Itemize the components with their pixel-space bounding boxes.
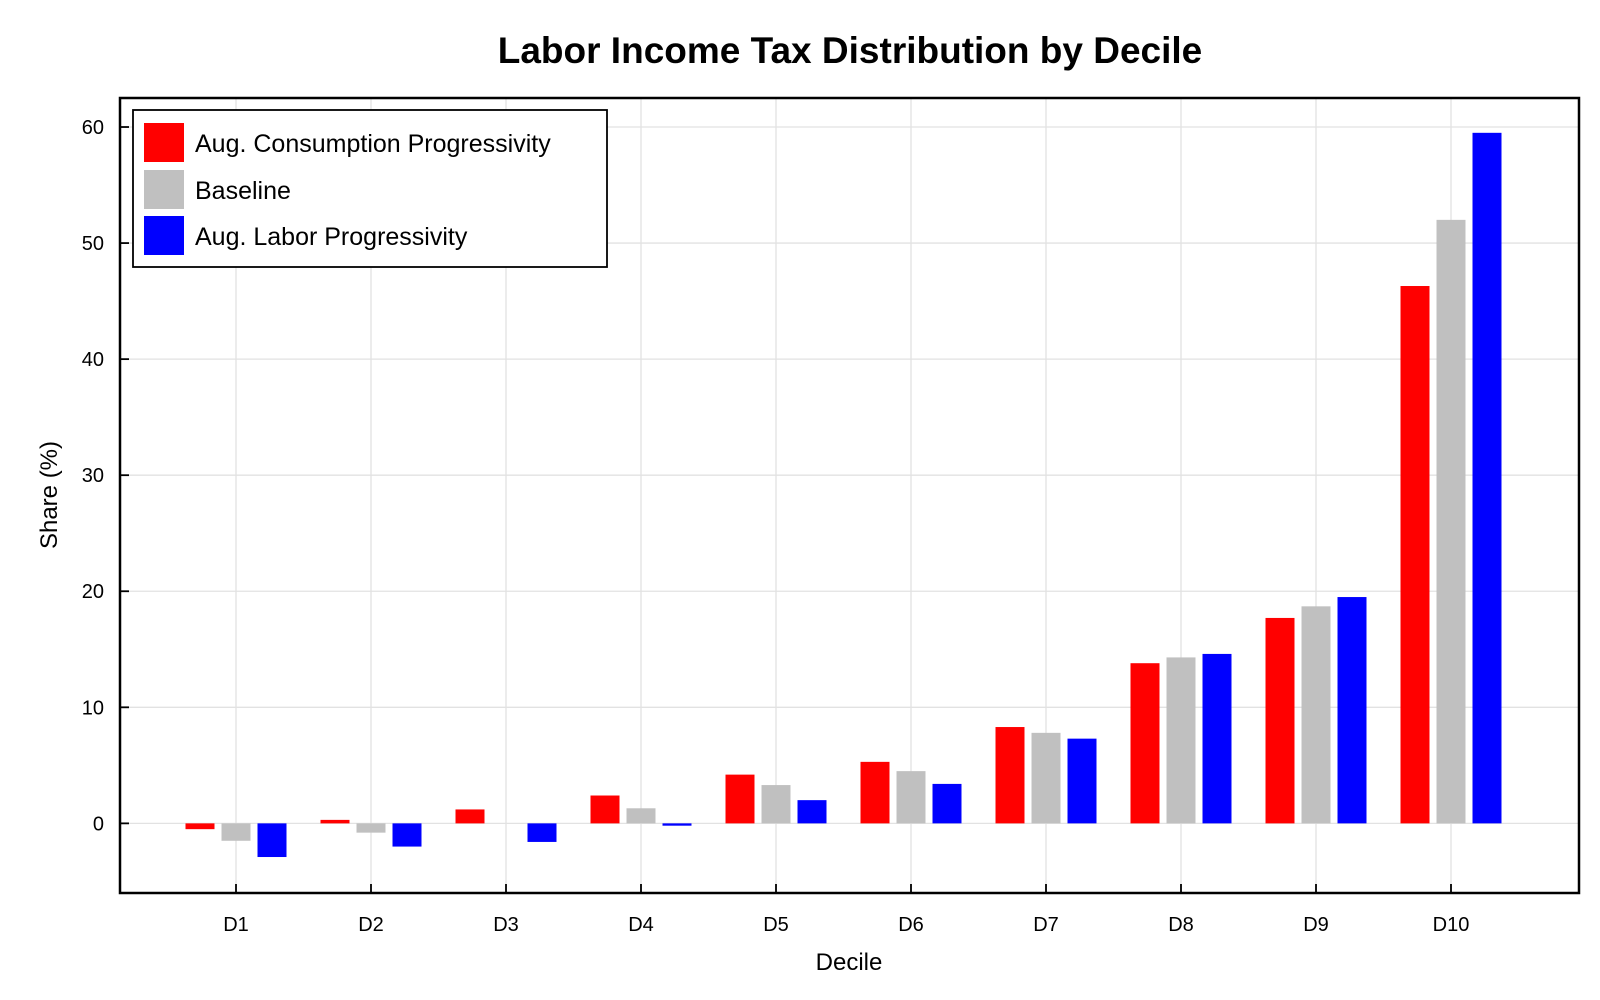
bar-baseline-d9 [1301, 606, 1331, 824]
bar-aug-labor-progressivity-d4 [662, 823, 692, 826]
y-axis-ticks: 0 10 20 30 40 50 60 [82, 117, 129, 835]
legend-swatch-labor [144, 216, 184, 255]
bar-baseline-d1 [221, 823, 251, 841]
bar-aug-labor-progressivity-d1 [257, 823, 287, 858]
x-tick-label: D4 [628, 914, 654, 936]
legend-label-baseline: Baseline [195, 177, 291, 205]
y-tick-label: 0 [93, 813, 104, 835]
x-tick-label: D10 [1433, 914, 1470, 936]
y-tick-label: 10 [82, 697, 104, 719]
y-tick-label: 20 [82, 581, 104, 603]
bar-aug-consumption-progressivity-d2 [320, 819, 350, 824]
x-tick-label: D2 [358, 914, 384, 936]
bar-aug-consumption-progressivity-d8 [1130, 663, 1160, 824]
legend-swatch-baseline [144, 170, 184, 209]
legend-swatch-consumption [144, 123, 184, 162]
x-tick-label: D5 [763, 914, 789, 936]
bar-baseline-d4 [626, 808, 656, 824]
bar-aug-consumption-progressivity-d5 [725, 774, 755, 824]
bar-baseline-d8 [1166, 657, 1196, 824]
legend-label-labor: Aug. Labor Progressivity [195, 223, 468, 251]
x-tick-label: D3 [493, 914, 519, 936]
bar-aug-consumption-progressivity-d10 [1400, 286, 1430, 824]
plot-frame [118, 96, 1581, 895]
legend-label-consumption: Aug. Consumption Progressivity [195, 130, 551, 158]
y-tick-label: 60 [82, 117, 104, 139]
x-axis-label: Decile [816, 949, 883, 976]
bar-baseline-d6 [896, 771, 926, 824]
bar-aug-consumption-progressivity-d7 [995, 727, 1025, 824]
bar-aug-labor-progressivity-d10 [1472, 132, 1502, 824]
bar-baseline-d10 [1436, 219, 1466, 824]
x-tick-label: D6 [898, 914, 924, 936]
bar-aug-consumption-progressivity-d4 [590, 795, 620, 824]
x-tick-label: D9 [1303, 914, 1329, 936]
bar-aug-labor-progressivity-d3 [527, 823, 557, 842]
x-tick-label: D8 [1168, 914, 1194, 936]
bars [185, 132, 1502, 858]
bar-aug-consumption-progressivity-d3 [455, 809, 485, 824]
bar-aug-labor-progressivity-d5 [797, 800, 827, 824]
legend: Aug. Consumption Progressivity Baseline … [132, 109, 608, 268]
bar-aug-consumption-progressivity-d9 [1265, 617, 1295, 824]
x-axis-ticks: D1 D2 D3 D4 D5 D6 D7 D8 D9 D10 [223, 884, 1469, 936]
bar-baseline-d7 [1031, 732, 1061, 824]
y-tick-label: 50 [82, 233, 104, 255]
bar-baseline-d2 [356, 823, 386, 833]
y-tick-label: 40 [82, 349, 104, 371]
bar-baseline-d5 [761, 785, 791, 824]
bar-aug-labor-progressivity-d8 [1202, 653, 1232, 824]
bar-aug-labor-progressivity-d7 [1067, 738, 1097, 824]
x-tick-label: D1 [223, 914, 249, 936]
bar-aug-labor-progressivity-d2 [392, 823, 422, 847]
bar-aug-labor-progressivity-d9 [1337, 597, 1367, 824]
x-tick-label: D7 [1033, 914, 1059, 936]
y-axis-label: Share (%) [36, 441, 63, 549]
chart-title: Labor Income Tax Distribution by Decile [497, 30, 1203, 71]
y-tick-label: 30 [82, 465, 104, 487]
bar-aug-labor-progressivity-d6 [932, 783, 962, 824]
legend-box [132, 109, 608, 268]
bar-aug-consumption-progressivity-d1 [185, 823, 215, 830]
bar-aug-consumption-progressivity-d6 [860, 761, 890, 824]
